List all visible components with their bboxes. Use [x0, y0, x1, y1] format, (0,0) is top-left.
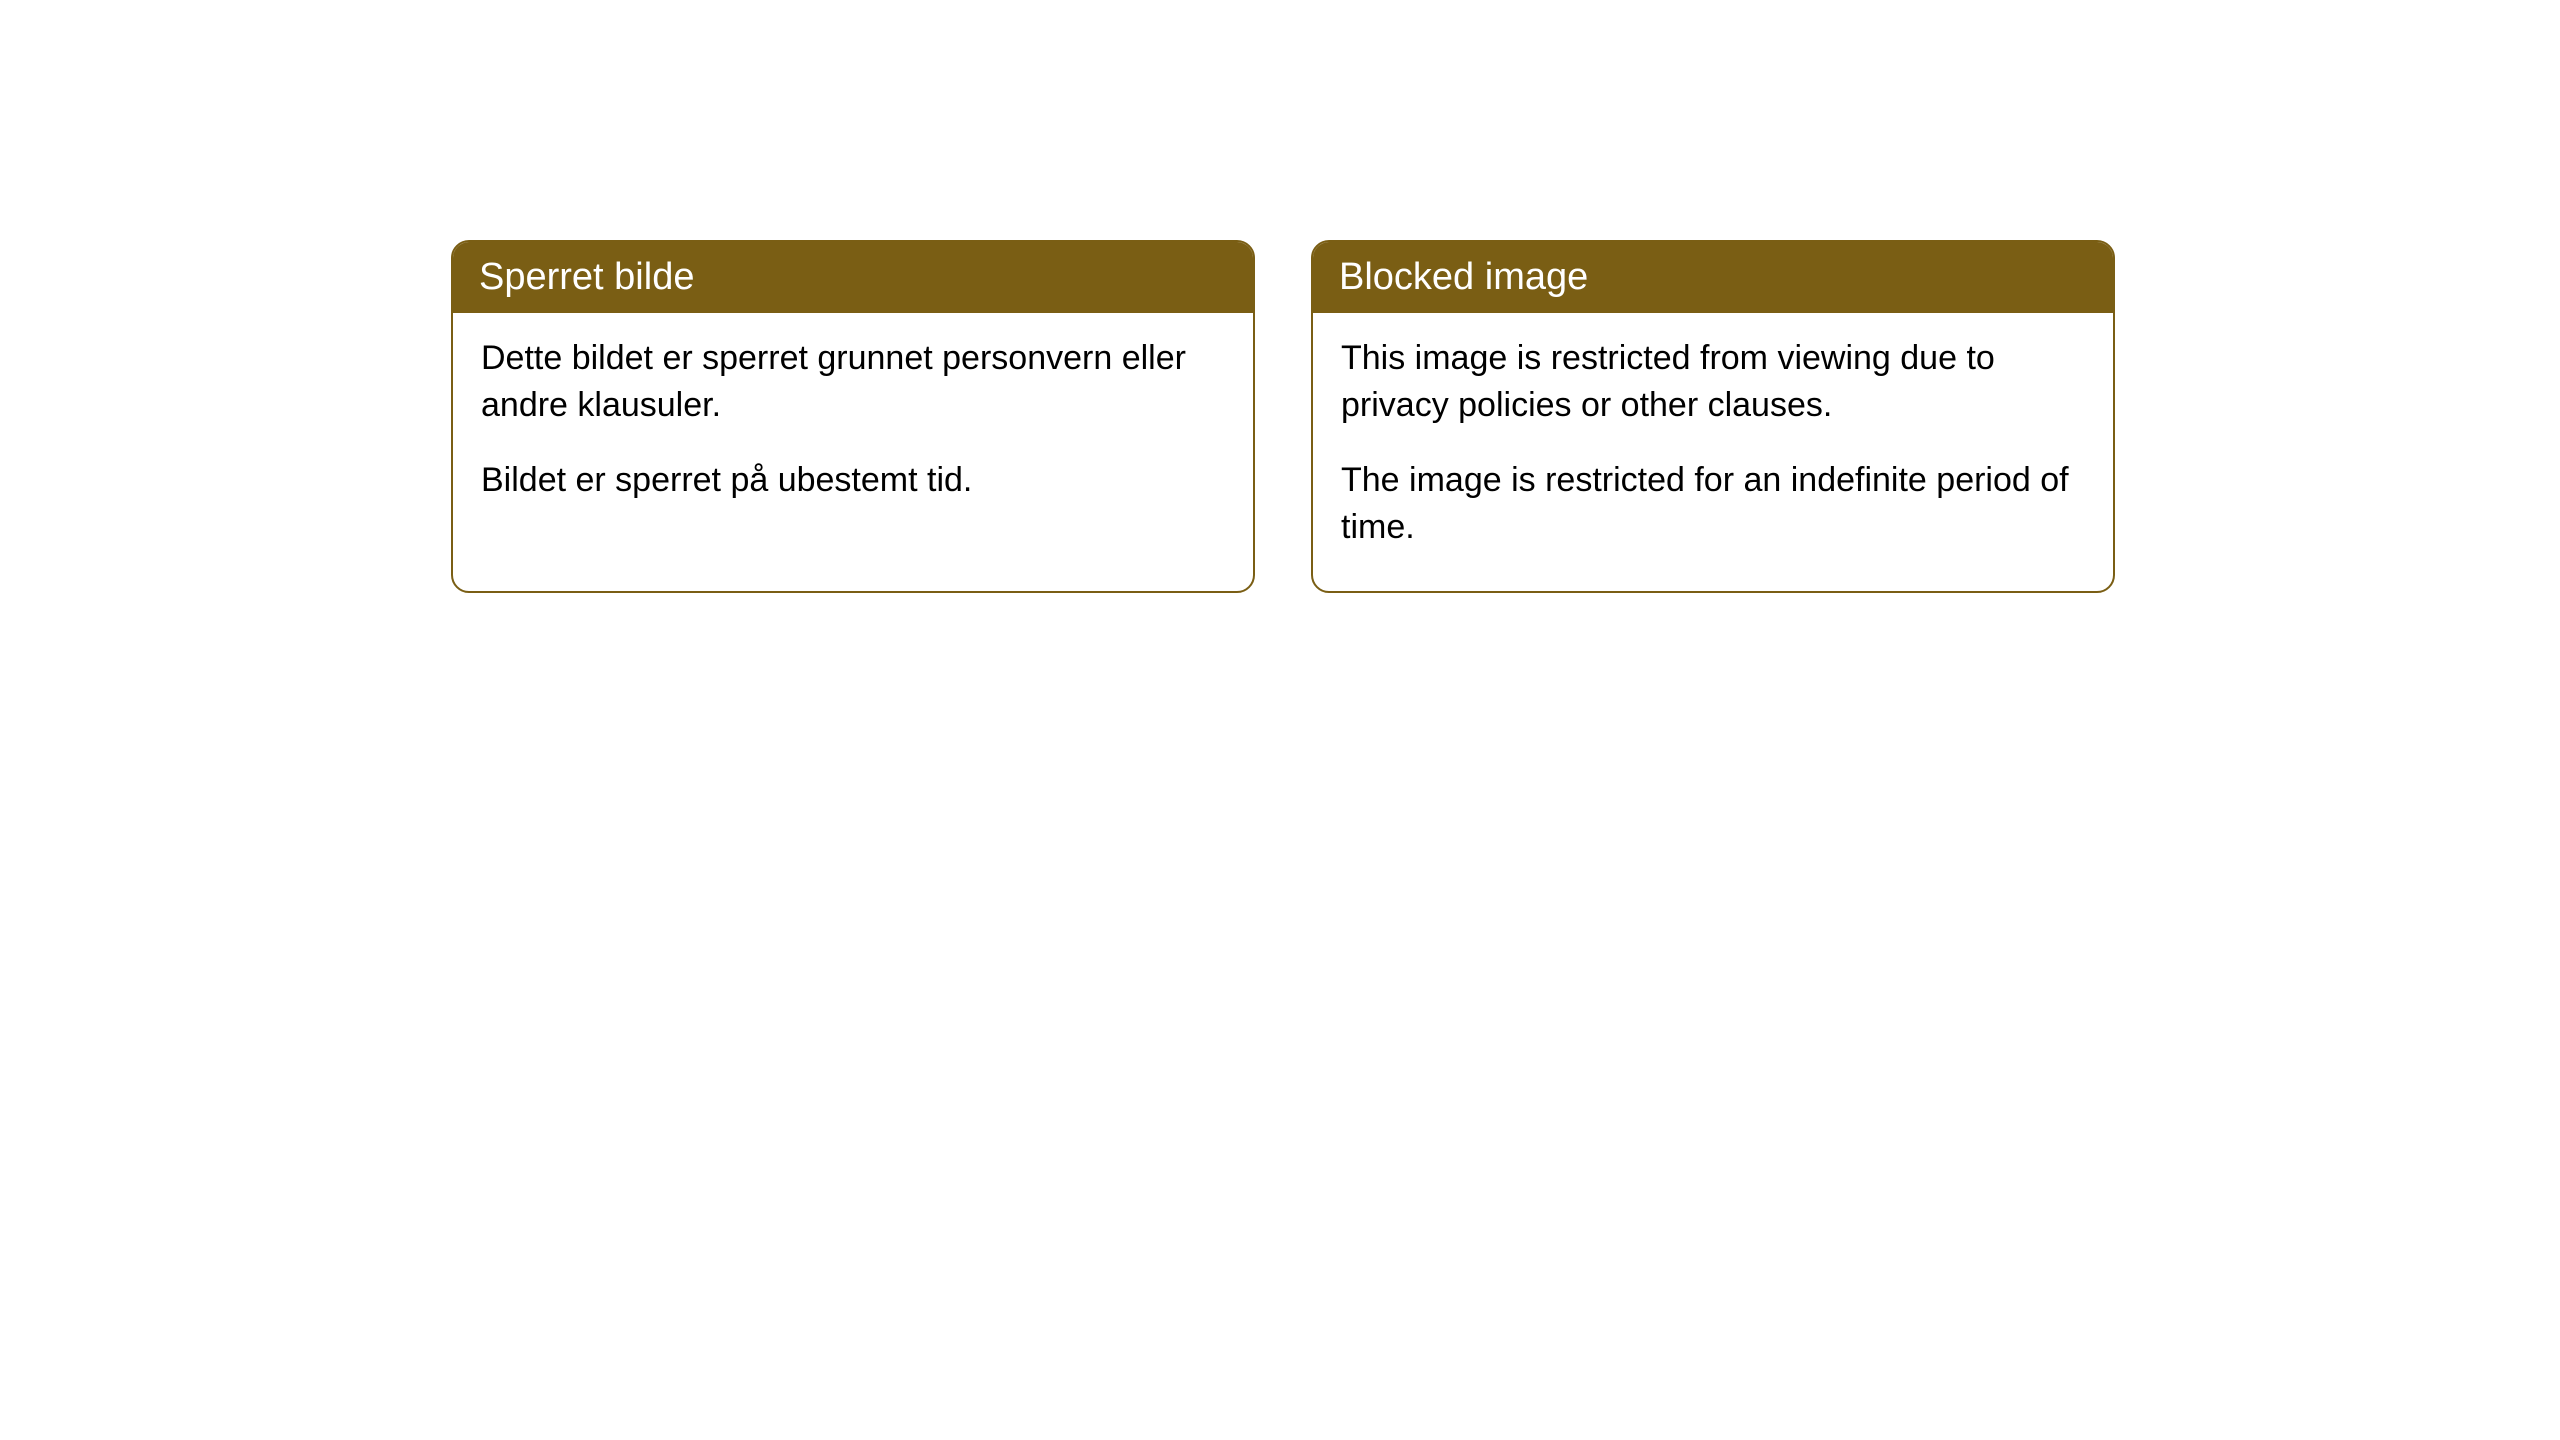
- card-paragraph: This image is restricted from viewing du…: [1341, 335, 2085, 429]
- card-header-english: Blocked image: [1313, 242, 2113, 313]
- notice-card-english: Blocked image This image is restricted f…: [1311, 240, 2115, 593]
- card-paragraph: Bildet er sperret på ubestemt tid.: [481, 457, 1225, 504]
- card-header-norwegian: Sperret bilde: [453, 242, 1253, 313]
- notice-card-norwegian: Sperret bilde Dette bildet er sperret gr…: [451, 240, 1255, 593]
- card-paragraph: Dette bildet er sperret grunnet personve…: [481, 335, 1225, 429]
- card-paragraph: The image is restricted for an indefinit…: [1341, 457, 2085, 551]
- notice-cards-container: Sperret bilde Dette bildet er sperret gr…: [451, 240, 2115, 593]
- card-body-english: This image is restricted from viewing du…: [1313, 313, 2113, 591]
- card-title: Sperret bilde: [479, 256, 694, 298]
- card-title: Blocked image: [1339, 256, 1588, 298]
- card-body-norwegian: Dette bildet er sperret grunnet personve…: [453, 313, 1253, 544]
